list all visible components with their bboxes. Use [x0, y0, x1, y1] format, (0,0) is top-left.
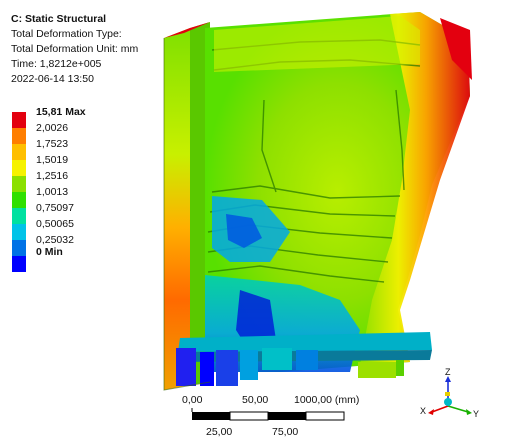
- legend-max-label: 15,81 Max: [36, 106, 86, 118]
- scale-label: 0,00: [182, 394, 203, 406]
- model-left-plate-top: [164, 22, 210, 38]
- legend-value: 0,50065: [36, 218, 74, 230]
- legend-min-label: 0 Min: [36, 246, 63, 258]
- scale-label: 25,00: [206, 426, 233, 438]
- scale-label: 50,00: [242, 394, 269, 406]
- model-outline: [163, 38, 211, 391]
- result-info-panel: C: Static Structural Total Deformation T…: [11, 12, 138, 87]
- x-axis-line: [431, 405, 449, 413]
- model-right-hot-zone: [360, 12, 470, 365]
- model-min-zone-middle: [226, 214, 262, 248]
- y-axis-line: [447, 405, 469, 413]
- y-axis-label: Y: [473, 409, 480, 419]
- time-readout: Time: 1,8212e+005: [11, 58, 102, 70]
- analysis-title: C: Static Structural: [11, 13, 107, 25]
- deformation-type: Total Deformation Type:: [11, 28, 122, 40]
- timestamp: 2022-06-14 13:50: [11, 73, 94, 85]
- model-base-blocks: [176, 348, 404, 386]
- axis-origin-sphere: [444, 398, 452, 406]
- legend-value: 0,75097: [36, 202, 74, 214]
- legend-value: 1,0013: [36, 186, 69, 198]
- x-axis-label: X: [420, 406, 427, 416]
- legend-value: 1,7523: [36, 138, 69, 150]
- legend-value: 1,5019: [36, 154, 69, 166]
- model-bottom-ledge: [178, 332, 432, 352]
- legend-value: 0,25032: [36, 234, 74, 246]
- model-top-right-corner: [440, 18, 472, 80]
- model-upper-band: [214, 16, 420, 72]
- y-axis-arrow-icon: [466, 409, 472, 415]
- axis-marker: [445, 392, 450, 396]
- legend-value: 1,2516: [36, 170, 69, 182]
- z-axis-arrow-icon: [445, 376, 451, 382]
- x-axis-arrow-icon: [428, 409, 434, 415]
- z-axis-label: Z: [445, 367, 451, 377]
- legend-value: 2,0026: [36, 122, 69, 134]
- deformation-unit: Total Deformation Unit: mm: [11, 43, 139, 55]
- scale-label: 75,00: [272, 426, 299, 438]
- model-left-plate-side: [164, 28, 190, 390]
- scale-label: 1000,00 (mm): [294, 394, 360, 406]
